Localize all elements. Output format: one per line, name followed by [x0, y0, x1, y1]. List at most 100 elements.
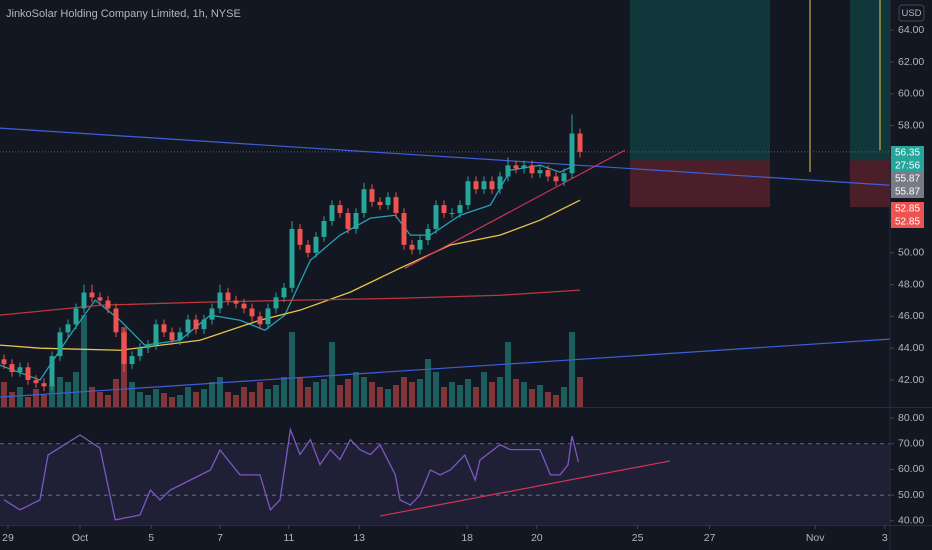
- volume-bar: [273, 385, 279, 407]
- volume-bar: [57, 377, 63, 407]
- volume-bar: [17, 387, 23, 407]
- volume-bar: [105, 395, 111, 407]
- candle-body: [577, 133, 583, 152]
- volume-bar: [529, 389, 535, 407]
- volume-bar: [177, 395, 183, 407]
- volume-bar: [73, 372, 79, 407]
- y-tick-label: 60.00: [898, 88, 924, 100]
- volume-bar: [241, 387, 247, 407]
- candle-body: [321, 220, 327, 237]
- volume-bar: [417, 379, 423, 407]
- candle-body: [25, 367, 31, 380]
- volume-bar: [193, 392, 199, 407]
- currency: USD: [901, 8, 921, 19]
- volume-bar: [553, 395, 559, 407]
- candle-body: [273, 297, 279, 309]
- volume-bar: [33, 389, 39, 407]
- candle-body: [401, 213, 407, 245]
- volume-bar: [321, 379, 327, 407]
- candle-body: [409, 244, 415, 250]
- volume-bar: [233, 395, 239, 407]
- candle-body: [385, 197, 391, 206]
- candle-body: [521, 165, 527, 169]
- candle-body: [193, 319, 199, 330]
- candle-body: [65, 324, 71, 333]
- volume-bar: [89, 387, 95, 407]
- volume-bar: [209, 382, 215, 407]
- x-tick-label: 25: [632, 532, 644, 544]
- chart-title: JinkoSolar Holding Company Limited, 1h, …: [6, 8, 241, 20]
- x-tick-label: 7: [217, 532, 223, 544]
- candle-body: [169, 332, 175, 341]
- candle-body: [249, 308, 255, 317]
- candle-body: [201, 319, 207, 330]
- volume-bar: [313, 382, 319, 407]
- volume-bar: [25, 397, 31, 407]
- candle-body: [57, 332, 63, 357]
- candle-body: [481, 181, 487, 190]
- volume-bar: [489, 382, 495, 407]
- candle-body: [361, 189, 367, 214]
- rsi-trendline: [379, 460, 671, 517]
- candle-body: [465, 181, 471, 206]
- y-tick-label: 64.00: [898, 24, 924, 36]
- volume-bar: [225, 392, 231, 407]
- trendline: [404, 149, 626, 269]
- volume-bar: [337, 385, 343, 407]
- price-tag-label: 27:56: [895, 161, 920, 172]
- candle-body: [145, 344, 151, 349]
- candle-body: [225, 292, 231, 301]
- volume-bar: [185, 387, 191, 407]
- volume-bar: [481, 372, 487, 407]
- candle-body: [9, 364, 15, 373]
- candle-body: [497, 176, 503, 190]
- rsi-y-tick-label: 80.00: [898, 412, 924, 424]
- volume-bar: [289, 332, 295, 407]
- x-tick-label: 18: [461, 532, 473, 544]
- price-tag: [891, 159, 924, 172]
- candle-body: [97, 297, 103, 301]
- rsi-line: [3, 427, 580, 521]
- candle-body: [153, 324, 159, 345]
- volume-bar: [425, 359, 431, 407]
- volume-bar: [465, 379, 471, 407]
- candle-body: [289, 228, 295, 288]
- volume-bar: [249, 392, 255, 407]
- candle-body: [537, 170, 543, 174]
- volume-bar: [537, 385, 543, 407]
- candle-body: [529, 165, 535, 174]
- candle-body: [441, 205, 447, 214]
- candle-body: [369, 189, 375, 202]
- candle-body: [81, 292, 87, 309]
- price-tag-label: 52.85: [895, 217, 920, 228]
- candle-body: [49, 356, 55, 387]
- price-pane: [0, 0, 890, 407]
- candle-body: [297, 228, 303, 245]
- candle-body: [329, 205, 335, 221]
- volume-bar: [361, 377, 367, 407]
- candle-body: [161, 324, 167, 333]
- price-tag-label: 55.87: [895, 187, 920, 198]
- candle-body: [177, 332, 183, 341]
- candle-body: [217, 292, 223, 309]
- volume-bar: [1, 382, 7, 407]
- rsi-band: [0, 443, 890, 525]
- currency-box: [898, 4, 925, 22]
- candle-body: [89, 292, 95, 298]
- x-tick-label: 13: [353, 532, 365, 544]
- candle-body: [281, 287, 287, 298]
- price-tag-label: 55.87: [895, 174, 920, 185]
- volume-bar: [297, 377, 303, 407]
- volume-bar: [97, 392, 103, 407]
- volume-bar: [329, 342, 335, 407]
- volume-bar: [169, 397, 175, 407]
- volume-bar: [449, 382, 455, 407]
- candle-body: [545, 170, 551, 177]
- volume-bar: [577, 377, 583, 407]
- candle-body: [345, 213, 351, 229]
- volume-bar: [65, 382, 71, 407]
- volume-bar: [521, 382, 527, 407]
- candle-body: [113, 308, 119, 333]
- volume-bar: [353, 372, 359, 407]
